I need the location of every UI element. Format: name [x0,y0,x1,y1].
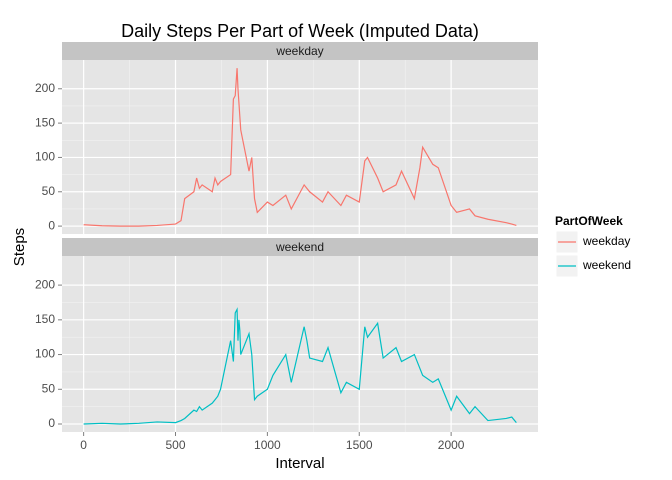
y-tick-label: 150 [35,312,55,326]
y-axis-label: Steps [11,228,28,266]
y-tick-label: 200 [35,81,55,95]
x-axis-label: Interval [275,455,324,472]
strip [62,42,538,60]
strip-label: weekday [275,44,323,58]
series-line [83,307,517,425]
x-tick-label: 0 [80,438,87,452]
x-tick-label: 1000 [254,438,281,452]
series-line [83,68,517,227]
legend-label: weekend [582,258,631,272]
legend-title: PartOfWeek [555,214,623,228]
y-tick-label: 150 [35,115,55,129]
y-tick-label: 200 [35,277,55,291]
x-tick-label: 500 [165,438,185,452]
y-tick-label: 0 [48,218,55,232]
strip [62,238,538,256]
x-tick-label: 2000 [438,438,465,452]
y-tick-label: 100 [35,347,55,361]
y-tick-label: 50 [42,184,56,198]
y-tick-label: 50 [42,381,56,395]
y-tick-label: 100 [35,150,55,164]
legend-label: weekday [582,234,630,248]
chart-title: Daily Steps Per Part of Week (Imputed Da… [121,21,479,41]
y-tick-label: 0 [48,416,55,430]
strip-label: weekend [275,240,324,254]
panel [62,60,538,234]
x-tick-label: 1500 [346,438,373,452]
